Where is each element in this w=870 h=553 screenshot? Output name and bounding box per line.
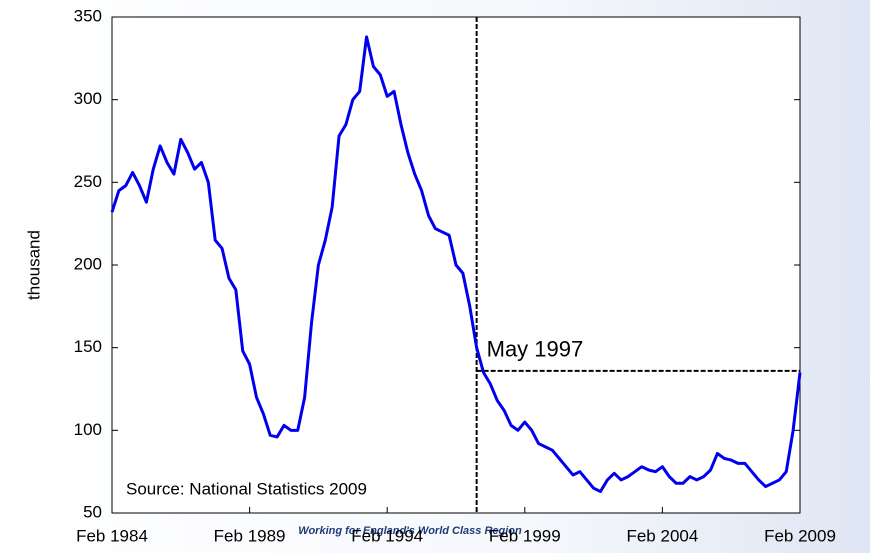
- data-line: [110, 35, 802, 494]
- x-tick-label: Feb 1989: [214, 526, 286, 545]
- x-tick-label: Feb 1994: [351, 526, 423, 545]
- watermark: Working for England's World Class Region: [298, 525, 522, 537]
- x-tick-label: Feb 1999: [489, 526, 561, 545]
- y-tick-label: 200: [74, 254, 102, 273]
- y-tick-label: 100: [74, 420, 102, 439]
- x-tick-label: Feb 2004: [626, 526, 698, 545]
- y-axis-label: thousand: [24, 230, 43, 300]
- y-tick-label: 150: [74, 337, 102, 356]
- y-tick-label: 50: [83, 502, 102, 521]
- y-tick-label: 350: [74, 6, 102, 25]
- x-tick-label: Feb 2009: [764, 526, 836, 545]
- annotation-label: May 1997: [487, 337, 584, 362]
- y-tick-label: 250: [74, 172, 102, 191]
- source-note: Source: National Statistics 2009: [126, 479, 367, 498]
- x-tick-label: Feb 1984: [76, 526, 148, 545]
- y-tick-label: 300: [74, 89, 102, 108]
